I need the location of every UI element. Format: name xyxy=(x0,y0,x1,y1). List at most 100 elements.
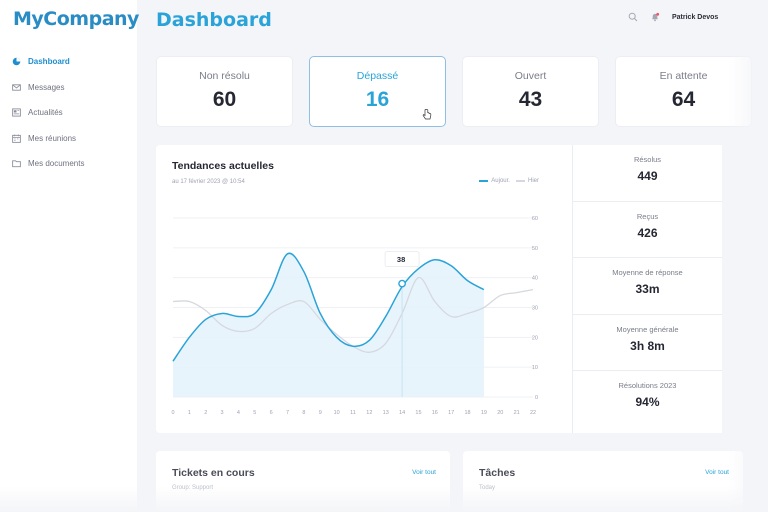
kpi-value: 64 xyxy=(671,88,696,111)
x-tick-label: 15 xyxy=(415,410,421,416)
tooltip-value: 38 xyxy=(397,255,405,264)
tasks-view-all-link[interactable]: Voir tout xyxy=(705,469,729,476)
tasks-subtitle: Today xyxy=(479,485,496,491)
stat-recus: Reçus 426 xyxy=(573,202,722,259)
x-tick-label: 21 xyxy=(514,410,520,416)
x-tick-label: 5 xyxy=(253,410,256,416)
y-tick-label: 40 xyxy=(532,276,538,282)
search-icon[interactable] xyxy=(628,12,638,22)
y-tick-label: 50 xyxy=(532,246,538,252)
series-area-aujour xyxy=(173,253,484,397)
user-name[interactable]: Patrick Devos xyxy=(672,13,719,21)
kpi-value: 60 xyxy=(212,88,237,111)
legend-swatch xyxy=(515,180,525,182)
stat-moyenne-generale: Moyenne générale 3h 8m xyxy=(573,315,722,372)
x-tick-label: 22 xyxy=(530,410,536,416)
main-content: Dashboard Patrick Devos Non résolu 60 Dé… xyxy=(137,0,768,512)
kpi-label: Ouvert xyxy=(514,70,547,82)
stat-resolutions-2023: Résolutions 2023 94% xyxy=(573,371,722,428)
envelope-icon xyxy=(12,83,21,92)
x-tick-label: 8 xyxy=(302,410,305,416)
tooltip-box xyxy=(384,251,420,268)
sidebar-item-label: Mes documents xyxy=(28,159,85,169)
dashboard-icon xyxy=(12,57,21,66)
sidebar-item-label: Dashboard xyxy=(28,57,70,67)
sidebar-item-dashboard[interactable]: Dashboard xyxy=(12,49,84,75)
x-tick-label: 12 xyxy=(366,410,372,416)
stats-panel: Résolus 449 Reçus 426 Moyenne de réponse… xyxy=(572,145,722,433)
legend-label: Hier xyxy=(527,178,539,184)
hand-cursor-icon xyxy=(422,109,432,120)
tickets-card: Tickets en cours Voir tout Group: Suppor… xyxy=(156,451,450,512)
x-tick-label: 11 xyxy=(350,410,356,416)
x-tick-label: 9 xyxy=(319,410,322,416)
x-tick-label: 18 xyxy=(464,410,470,416)
kpi-label: En attente xyxy=(659,70,708,82)
sidebar-item-label: Actualités xyxy=(28,108,63,118)
legend-label: Aujour. xyxy=(491,178,510,184)
sidebar-item-mes-documents[interactable]: Mes documents xyxy=(12,151,84,177)
stat-moyenne-reponse: Moyenne de réponse 33m xyxy=(573,258,722,315)
folder-icon xyxy=(12,159,21,168)
x-tick-label: 16 xyxy=(432,410,438,416)
tasks-title: Tâches xyxy=(479,467,516,479)
kpi-value: 16 xyxy=(365,88,390,111)
x-tick-label: 20 xyxy=(497,410,503,416)
kpi-card-depasse[interactable]: Dépassé 16 xyxy=(309,56,446,127)
x-tick-label: 1 xyxy=(188,410,191,416)
top-bar: Patrick Devos xyxy=(628,12,718,22)
stat-label: Reçus xyxy=(636,211,659,221)
sidebar: MyCompany Dashboard Messages Actualités … xyxy=(0,0,139,512)
x-tick-label: 7 xyxy=(286,410,289,416)
chart-title: Tendances actuelles xyxy=(172,160,274,172)
stat-label: Résolutions 2023 xyxy=(618,381,677,391)
highlight-point xyxy=(398,279,406,288)
tickets-view-all-link[interactable]: Voir tout xyxy=(412,469,436,476)
x-tick-label: 19 xyxy=(481,410,487,416)
sidebar-item-actualites[interactable]: Actualités xyxy=(12,100,84,126)
stat-value: 449 xyxy=(637,169,658,183)
stat-value: 94% xyxy=(635,395,660,410)
sidebar-nav: Dashboard Messages Actualités Mes réunio… xyxy=(12,49,84,177)
x-tick-label: 17 xyxy=(448,410,454,416)
kpi-card-non-resolu[interactable]: Non résolu 60 xyxy=(156,56,293,127)
bell-icon[interactable] xyxy=(650,12,660,22)
kpi-card-en-attente[interactable]: En attente 64 xyxy=(615,56,752,127)
kpi-label: Dépassé xyxy=(356,70,399,82)
x-tick-label: 10 xyxy=(334,410,340,416)
x-tick-label: 2 xyxy=(204,410,207,416)
x-tick-label: 13 xyxy=(383,410,389,416)
tickets-title: Tickets en cours xyxy=(172,467,255,479)
kpi-value: 43 xyxy=(518,88,543,111)
stat-value: 426 xyxy=(637,225,658,240)
y-tick-label: 20 xyxy=(532,335,538,341)
page-title: Dashboard xyxy=(156,9,272,31)
news-icon xyxy=(12,108,21,117)
trends-chart-panel: 0 10 20 30 40 50 60 0 1 2 3 4 5 6 7 8 9 10 11 12 13 14 15 16 17 1… xyxy=(156,145,572,433)
legend-item-today[interactable]: Aujour. xyxy=(479,178,510,184)
kpi-card-ouvert[interactable]: Ouvert 43 xyxy=(462,56,599,127)
y-tick-label: 30 xyxy=(532,306,538,312)
x-tick-label: 4 xyxy=(237,410,240,416)
stat-label: Moyenne générale xyxy=(616,324,679,334)
sidebar-item-mes-reunions[interactable]: Mes réunions xyxy=(12,126,84,152)
legend-item-yesterday[interactable]: Hier xyxy=(515,178,539,184)
stat-label: Résolus xyxy=(633,155,662,164)
stat-resolus: Résolus 449 xyxy=(573,145,722,202)
y-tick-label: 10 xyxy=(532,365,538,371)
stat-value: 3h 8m xyxy=(630,338,665,353)
kpi-label: Non résolu xyxy=(199,70,250,82)
sidebar-item-label: Messages xyxy=(28,82,65,92)
company-logo[interactable]: MyCompany xyxy=(13,8,139,30)
tasks-card: Tâches Voir tout Today xyxy=(463,451,743,512)
sidebar-item-messages[interactable]: Messages xyxy=(12,75,84,101)
stat-label: Moyenne de réponse xyxy=(612,268,683,278)
y-tick-label: 0 xyxy=(535,395,538,401)
stat-value: 33m xyxy=(635,282,660,297)
y-tick-label: 60 xyxy=(532,216,538,222)
chart-subtitle: au 17 février 2023 @ 10:54 xyxy=(172,179,245,185)
calendar-icon xyxy=(12,134,21,143)
sidebar-item-label: Mes réunions xyxy=(28,133,77,143)
tickets-subtitle: Group: Support xyxy=(172,485,214,491)
